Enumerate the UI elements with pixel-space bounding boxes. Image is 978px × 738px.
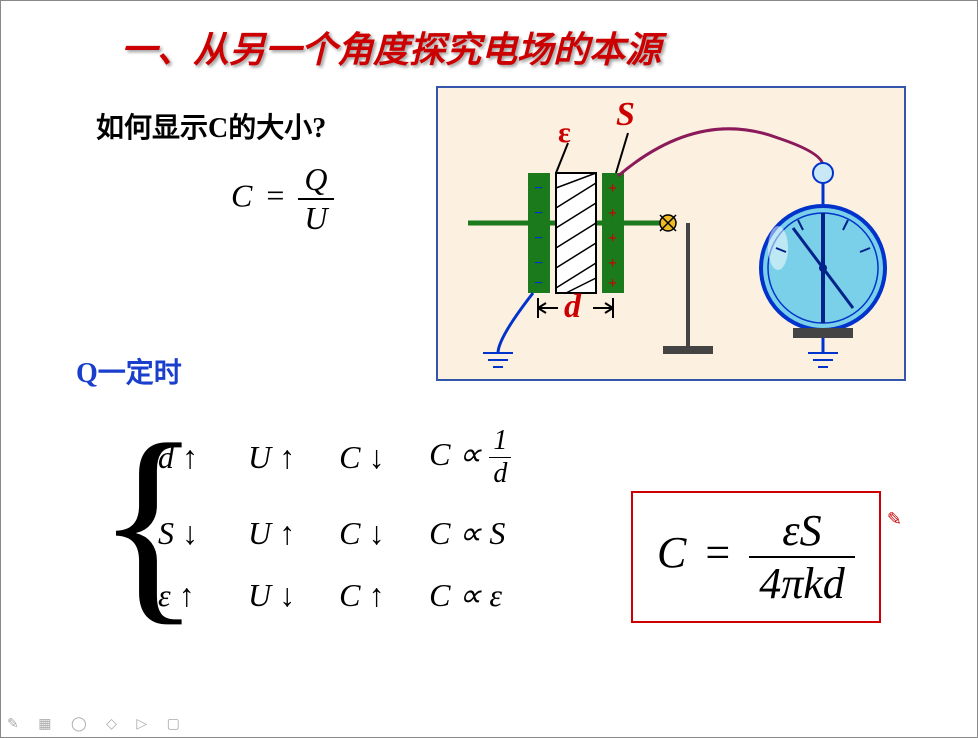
relation-row-s: S ↓ U ↑ C ↓ C ∝ S xyxy=(146,514,523,552)
diagram-svg: − − − − − + + + + + xyxy=(438,88,904,379)
left-brace-icon: { xyxy=(96,411,202,631)
condition-label: Q一定时 xyxy=(76,351,182,391)
formula-fraction: Q U xyxy=(298,161,333,237)
diagram-label-epsilon: ε xyxy=(558,116,571,150)
relation-row-d: d ↑ U ↑ C ↓ C ∝ 1d xyxy=(146,425,523,490)
svg-text:−: − xyxy=(534,205,543,222)
svg-text:−: − xyxy=(534,230,543,247)
slide-title: 一、从另一个角度探究电场的本源 xyxy=(121,21,661,73)
result-lhs: C xyxy=(657,528,686,577)
diagram-label-d: d xyxy=(564,288,581,326)
capacitance-formula-box: C = εS 4πkd xyxy=(631,491,881,623)
svg-text:+: + xyxy=(608,205,617,222)
presenter-toolbar[interactable]: ✎ ▦ ◯ ◇ ▷ ▢ xyxy=(7,716,188,733)
formula-denominator: U xyxy=(298,200,333,237)
svg-text:−: − xyxy=(534,180,543,197)
svg-text:−: − xyxy=(534,275,543,292)
result-numerator: εS xyxy=(749,505,855,558)
svg-text:+: + xyxy=(608,180,617,197)
relation-row-epsilon: ε ↑ U ↓ C ↑ C ∝ ε xyxy=(146,576,523,614)
capacitor-experiment-diagram: − − − − − + + + + + xyxy=(436,86,906,381)
capacitance-definition-formula: C = Q U xyxy=(231,161,334,237)
result-eq: = xyxy=(697,528,738,577)
formula-numerator: Q xyxy=(298,161,333,200)
question-text: 如何显示C的大小? xyxy=(96,106,326,146)
formula-eq: = xyxy=(260,177,290,213)
svg-text:+: + xyxy=(608,255,617,272)
svg-text:+: + xyxy=(608,275,617,292)
diagram-label-s: S xyxy=(616,96,635,134)
svg-text:+: + xyxy=(608,230,617,247)
formula-lhs: C xyxy=(231,177,252,213)
result-fraction: εS 4πkd xyxy=(749,505,855,609)
svg-text:−: − xyxy=(534,255,543,272)
result-denominator: 4πkd xyxy=(749,558,855,609)
pen-cursor-icon: ✎ xyxy=(887,509,902,530)
relations-block: { d ↑ U ↑ C ↓ C ∝ 1d S ↓ U ↑ C ↓ C ∝ S ε… xyxy=(96,401,543,638)
